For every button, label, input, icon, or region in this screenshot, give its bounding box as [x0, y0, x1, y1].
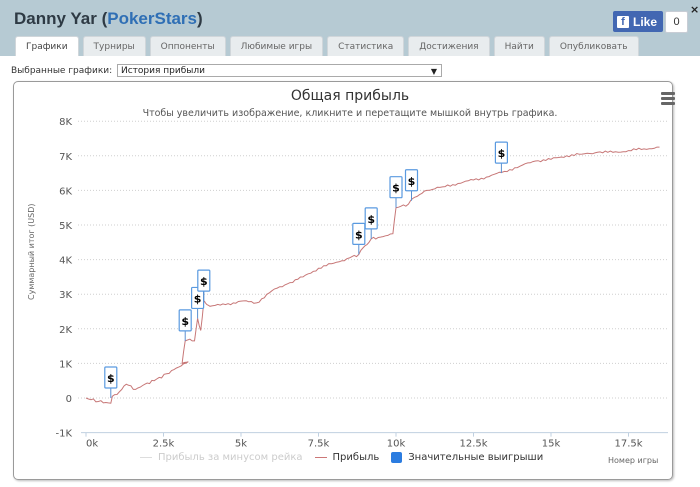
y-tick-label: 7K: [59, 152, 72, 163]
y-tick-label: 0: [66, 394, 72, 405]
legend-item-rake[interactable]: Прибыль за минусом рейка: [158, 452, 303, 463]
x-tick-label: 2.5k: [153, 439, 175, 450]
svg-text:$: $: [200, 275, 208, 288]
tab-favorite-games[interactable]: Любимые игры: [229, 36, 324, 56]
y-tick-label: 3K: [59, 290, 72, 301]
tab-search[interactable]: Найти: [493, 36, 545, 56]
legend-square-big-wins-icon: [391, 452, 403, 463]
facebook-like-button[interactable]: f Like: [613, 11, 664, 32]
y-tick-label: -1K: [55, 429, 72, 440]
big-win-flag[interactable]: $: [178, 309, 192, 341]
x-tick-label: 7.5k: [308, 439, 330, 450]
svg-text:$: $: [194, 292, 202, 305]
chart-subtitle: Чтобы увеличить изображение, кликните и …: [142, 108, 558, 119]
big-win-flag[interactable]: $: [389, 176, 403, 208]
big-win-flag[interactable]: $: [197, 269, 211, 302]
legend-line-rake-icon: [140, 457, 152, 458]
x-tick-label: 0k: [86, 439, 98, 450]
big-win-flag[interactable]: $: [364, 207, 378, 239]
y-tick-label: 5K: [59, 221, 72, 232]
y-axis-label: Суммарный итог (USD): [27, 203, 36, 301]
x-tick-label: 10k: [387, 439, 406, 450]
facebook-icon: f: [617, 15, 629, 28]
tab-achievements[interactable]: Достижения: [408, 36, 490, 56]
like-count: 0: [665, 11, 688, 33]
tab-publish[interactable]: Опубликовать: [548, 36, 639, 56]
chart-select-value: История прибыли: [121, 66, 205, 76]
legend-item-profit[interactable]: Прибыль: [332, 452, 380, 463]
content-panel: Выбранные графики: История прибыли ▼: [0, 56, 700, 487]
chart-legend: Прибыль за минусом рейка Прибыль Значите…: [140, 452, 543, 463]
tab-opponents[interactable]: Оппоненты: [149, 36, 226, 56]
profit-line: [85, 146, 660, 404]
svg-text:$: $: [107, 372, 115, 385]
x-tick-label: 17.5k: [614, 439, 642, 450]
chart-menu-icon[interactable]: [661, 92, 675, 107]
x-axis-label: Номер игры: [608, 456, 659, 465]
svg-text:$: $: [408, 175, 416, 188]
close-icon[interactable]: ×: [690, 3, 700, 16]
player-name: Danny Yar: [14, 9, 97, 28]
y-tick-label: 6K: [59, 186, 72, 197]
y-tick-label: 2K: [59, 325, 72, 336]
x-tick-label: 15k: [542, 439, 561, 450]
player-title: Danny Yar (PokerStars): [14, 9, 203, 28]
chart-select-label: Выбранные графики:: [11, 66, 113, 76]
chart-title: Общая прибыль: [290, 88, 410, 104]
big-win-flag[interactable]: $: [494, 141, 508, 174]
y-tick-label: 8K: [59, 117, 72, 128]
svg-text:$: $: [392, 182, 400, 195]
svg-text:$: $: [498, 147, 506, 160]
svg-text:$: $: [355, 228, 363, 241]
chart-frame: [13, 81, 673, 480]
chart-select[interactable]: История прибыли ▼: [117, 64, 442, 77]
svg-text:$: $: [367, 213, 375, 226]
like-label: Like: [633, 14, 658, 29]
tab-statistics[interactable]: Статистика: [327, 36, 405, 56]
svg-text:$: $: [181, 315, 189, 328]
tab-charts[interactable]: Графики: [15, 36, 79, 56]
y-tick-label: 4K: [59, 256, 72, 267]
big-win-flag[interactable]: $: [404, 169, 419, 201]
tab-bar: Графики Турниры Оппоненты Любимые игры С…: [15, 36, 639, 56]
big-win-flag[interactable]: $: [104, 366, 118, 398]
legend-item-big-wins[interactable]: Значительные выигрыши: [408, 452, 544, 463]
y-tick-label: 1K: [59, 359, 72, 370]
site-link[interactable]: PokerStars: [107, 9, 198, 28]
big-win-flag[interactable]: $: [352, 222, 366, 255]
tab-tournaments[interactable]: Турниры: [82, 36, 146, 56]
dropdown-arrow-icon: ▼: [430, 67, 437, 76]
x-tick-label: 5k: [235, 439, 247, 450]
x-tick-label: 12.5k: [459, 439, 487, 450]
big-win-flag[interactable]: $: [191, 286, 205, 319]
legend-line-profit-icon: [314, 457, 327, 458]
